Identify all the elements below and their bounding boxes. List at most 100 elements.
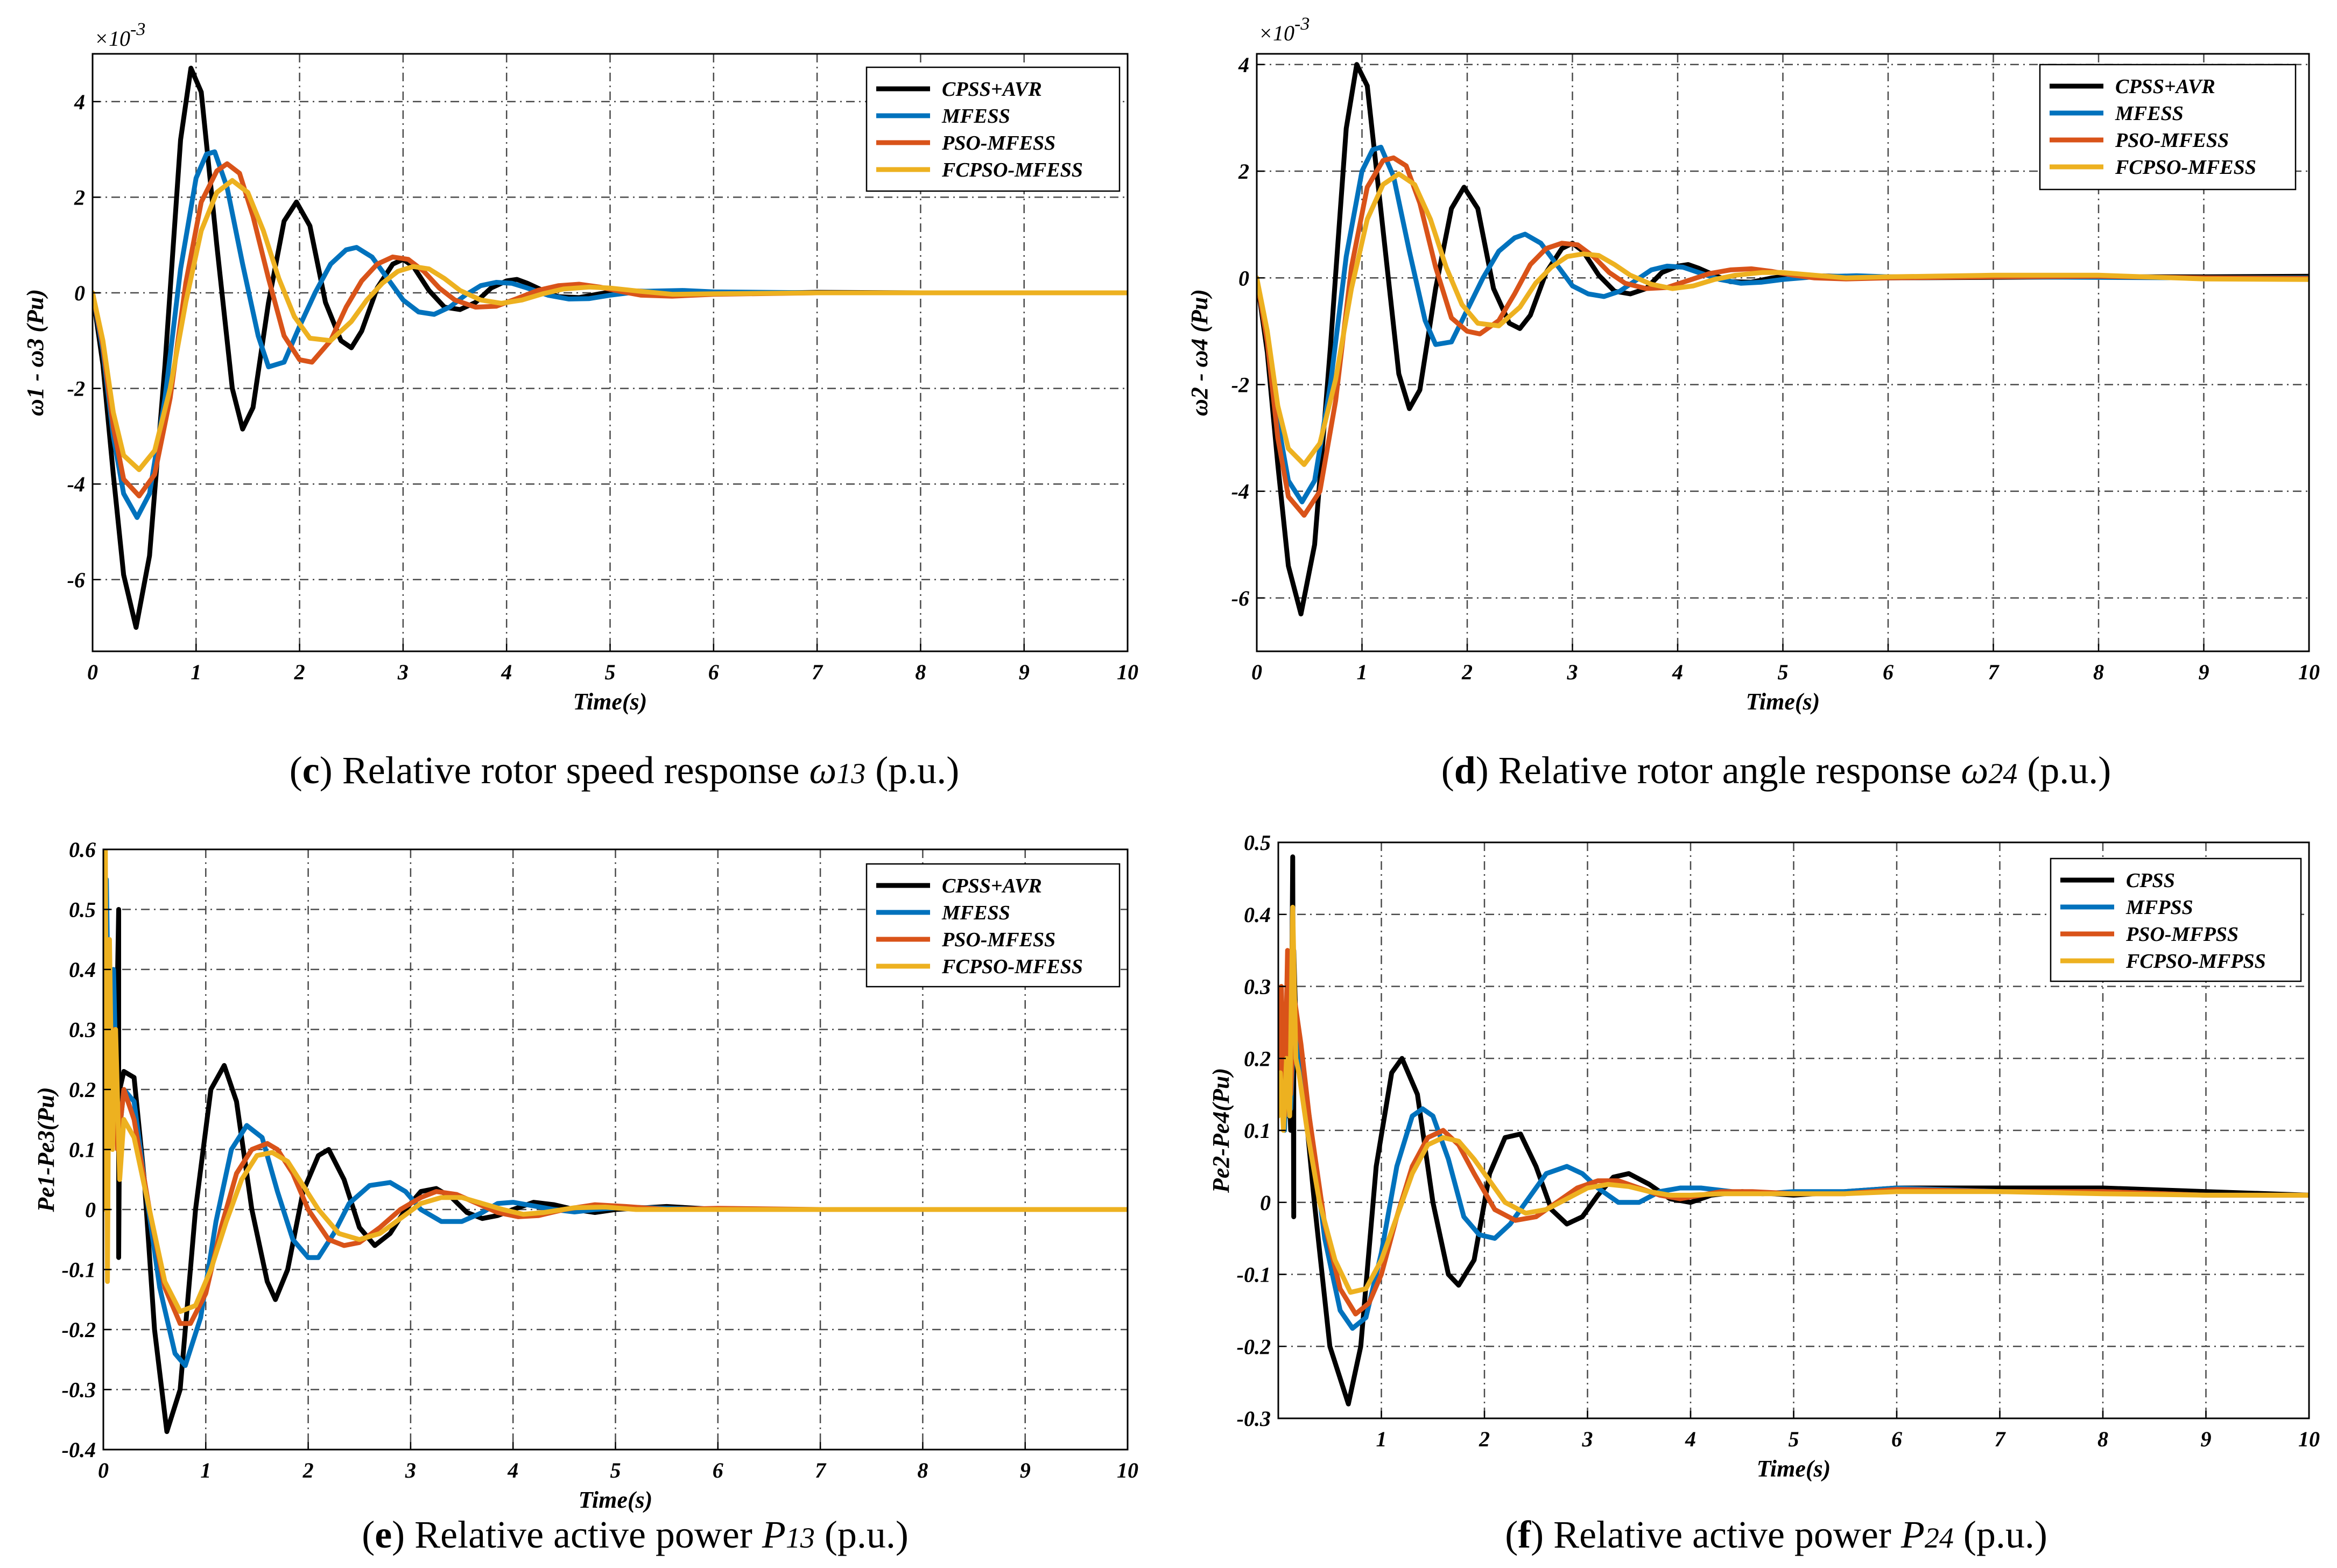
x-tick-label: 6 bbox=[1891, 1427, 1902, 1451]
y-axis-label: ω1 - ω3 (Pu) bbox=[22, 289, 48, 416]
caption-part: (p.u.) bbox=[815, 1513, 909, 1556]
y-tick-label: 0.6 bbox=[69, 838, 96, 862]
x-tick-label: 10 bbox=[2298, 660, 2320, 684]
caption-part: ) bbox=[1476, 749, 1489, 792]
caption-part: ω bbox=[1961, 749, 1988, 792]
caption-part: ( bbox=[290, 749, 302, 792]
y-tick-label: 2 bbox=[74, 185, 85, 209]
x-tick-label: 6 bbox=[708, 660, 719, 684]
y-axis-label: Pe2-Pe4(Pu) bbox=[1208, 1068, 1234, 1193]
x-tick-label: 1 bbox=[200, 1458, 211, 1482]
x-tick-label: 4 bbox=[507, 1458, 518, 1482]
y-tick-label: 0.4 bbox=[1244, 903, 1271, 927]
x-tick-label: 7 bbox=[1995, 1427, 2007, 1451]
caption-part: ( bbox=[1441, 749, 1454, 792]
legend-entry: CPSS+AVR bbox=[942, 875, 1042, 897]
x-tick-label: 10 bbox=[2298, 1427, 2320, 1451]
y-tick-label: 0.3 bbox=[1244, 975, 1271, 999]
legend-entry: FCPSO-MFPSS bbox=[2125, 950, 2266, 973]
x-tick-label: 0 bbox=[98, 1458, 109, 1482]
caption-part: P bbox=[1900, 1513, 1925, 1556]
x-tick-label: 3 bbox=[1567, 660, 1578, 684]
caption-part: (p.u.) bbox=[1954, 1513, 2047, 1556]
caption-part: ( bbox=[1505, 1513, 1518, 1556]
caption-part: 13 bbox=[786, 1522, 815, 1554]
y-exponent-label: ×10-3 bbox=[94, 19, 145, 51]
y-tick-label: -0.2 bbox=[1237, 1334, 1271, 1359]
y-exponent-power: -3 bbox=[1294, 14, 1310, 34]
x-tick-label: 2 bbox=[294, 660, 305, 684]
x-tick-label: 3 bbox=[397, 660, 409, 684]
x-tick-label: 9 bbox=[1019, 660, 1030, 684]
legend-entry: CPSS+AVR bbox=[942, 78, 1042, 101]
y-tick-label: 0.1 bbox=[1244, 1119, 1271, 1143]
y-tick-label: 0.4 bbox=[69, 958, 96, 982]
y-exponent-power: -3 bbox=[130, 19, 145, 39]
legend-entry: MFPSS bbox=[2125, 896, 2193, 919]
legend-entry: FCPSO-MFESS bbox=[941, 955, 1083, 978]
x-tick-label: 9 bbox=[2199, 660, 2209, 684]
legend-entry: MFESS bbox=[941, 105, 1010, 128]
y-tick-label: 0.3 bbox=[69, 1018, 96, 1042]
chart-c: 0 1 2 3 4 5 6 7 8 9 10 -6 -4 -2 0 2 4 Time(s) ω1 - ω3 (Pu)… bbox=[22, 19, 1138, 792]
figure-caption: (c) Relative rotor speed response ω13 (p… bbox=[290, 749, 959, 792]
x-tick-label: 9 bbox=[1020, 1458, 1031, 1482]
y-tick-label: -4 bbox=[67, 472, 85, 496]
legend-entry: MFESS bbox=[2115, 102, 2184, 125]
series-line-mfess bbox=[1257, 144, 2309, 504]
series-line-fcpso-mfpss bbox=[1278, 904, 2309, 1295]
x-tick-label: 8 bbox=[2097, 1427, 2108, 1451]
x-tick-label: 0 bbox=[87, 660, 98, 684]
caption-part: ω bbox=[809, 749, 836, 792]
caption-part: ( bbox=[362, 1513, 375, 1556]
x-tick-label: 1 bbox=[1357, 660, 1368, 684]
x-tick-label: 5 bbox=[1789, 1427, 1799, 1451]
y-tick-label: -0.4 bbox=[62, 1438, 96, 1462]
legend-entry: PSO-MFESS bbox=[2115, 129, 2229, 152]
caption-part: (p.u.) bbox=[2017, 749, 2111, 792]
legend-entry: FCPSO-MFESS bbox=[2115, 156, 2256, 179]
x-tick-label: 5 bbox=[1778, 660, 1789, 684]
caption-part: ) bbox=[1531, 1513, 1544, 1556]
x-tick-label: 9 bbox=[2201, 1427, 2212, 1451]
x-tick-label: 3 bbox=[405, 1458, 416, 1482]
legend: CPSS+AVR MFESS PSO-MFESS FCPSO-MFESS bbox=[2039, 64, 2297, 191]
legend-entry: MFESS bbox=[941, 902, 1010, 924]
series-line-mfess bbox=[93, 149, 1128, 520]
caption-part: Relative rotor speed response bbox=[333, 749, 809, 792]
x-tick-label: 4 bbox=[501, 660, 512, 684]
y-tick-label: 0 bbox=[74, 281, 85, 305]
x-tick-label: 6 bbox=[1883, 660, 1893, 684]
y-tick-label: 0.5 bbox=[69, 898, 96, 922]
x-tick-label: 0 bbox=[1251, 660, 1262, 684]
y-tick-label: -0.3 bbox=[1237, 1407, 1271, 1431]
x-tick-label: 2 bbox=[1479, 1427, 1490, 1451]
y-tick-label: -6 bbox=[67, 568, 85, 592]
y-tick-label: -0.3 bbox=[62, 1378, 96, 1402]
x-tick-label: 8 bbox=[915, 660, 926, 684]
figure-caption: (f) Relative active power P24 (p.u.) bbox=[1505, 1513, 2047, 1556]
caption-part: f bbox=[1518, 1513, 1531, 1556]
x-axis-label: Time(s) bbox=[1757, 1456, 1831, 1482]
y-tick-label: -2 bbox=[1231, 372, 1249, 397]
y-tick-label: 4 bbox=[1238, 53, 1249, 77]
caption-part: 13 bbox=[836, 757, 865, 790]
y-tick-label: 4 bbox=[74, 90, 85, 114]
figure-caption: (e) Relative active power P13 (p.u.) bbox=[362, 1513, 909, 1556]
y-tick-label: 0 bbox=[1238, 266, 1249, 290]
chart-f: 1 2 3 4 5 6 7 8 9 10 -0.3 -0.2 -0.1 0 0.1 0.2 0.3 0.4 0.5 T… bbox=[1208, 831, 2320, 1556]
legend-entry: FCPSO-MFESS bbox=[941, 159, 1083, 181]
caption-part: e bbox=[375, 1513, 392, 1556]
y-tick-label: 0.2 bbox=[69, 1078, 96, 1102]
y-tick-label: -0.2 bbox=[62, 1318, 96, 1342]
y-tick-label: 0 bbox=[1260, 1191, 1271, 1215]
x-tick-label: 7 bbox=[812, 660, 823, 684]
caption-part: Relative active power bbox=[1544, 1513, 1901, 1556]
caption-part: 24 bbox=[1988, 757, 2017, 790]
figure-caption: (d) Relative rotor angle response ω24 (p… bbox=[1441, 749, 2111, 792]
y-tick-label: -0.1 bbox=[62, 1258, 96, 1282]
series-line-fcpso-mfess bbox=[103, 849, 1128, 1314]
y-exponent-label: ×10-3 bbox=[1258, 14, 1310, 45]
